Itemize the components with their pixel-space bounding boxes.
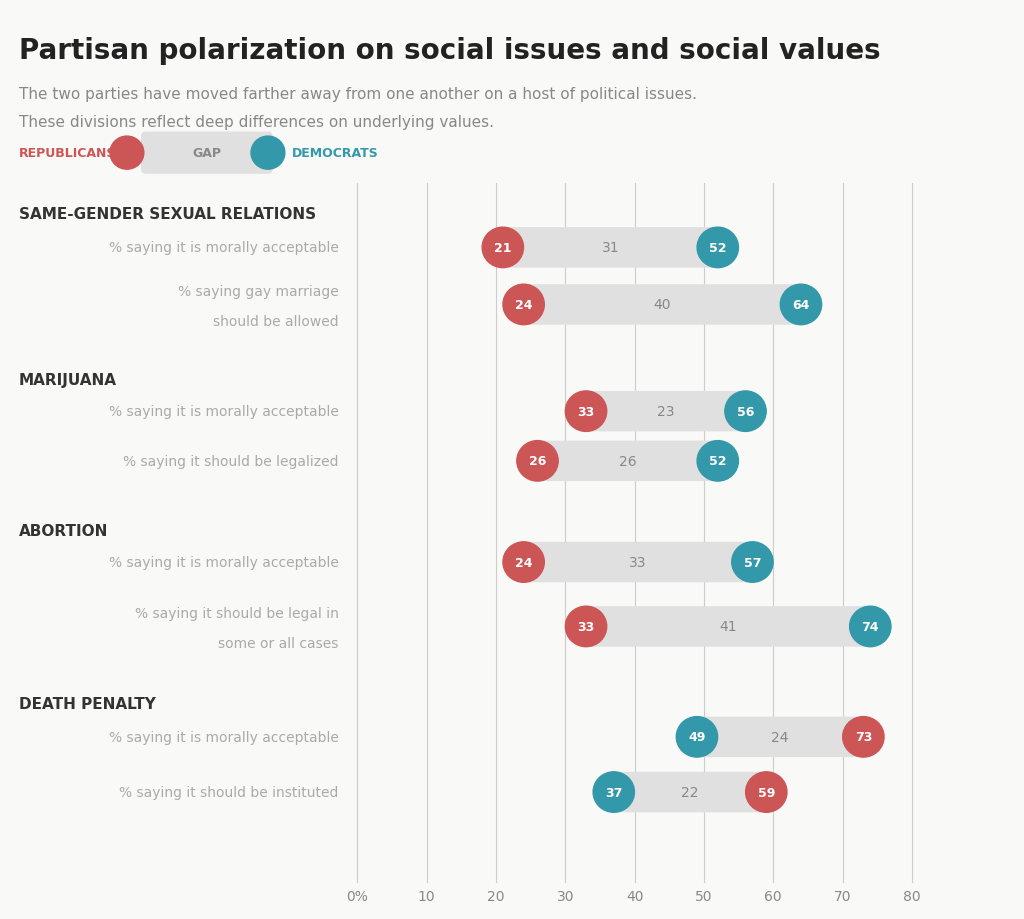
Text: 21: 21 xyxy=(495,242,512,255)
FancyBboxPatch shape xyxy=(496,228,725,268)
FancyBboxPatch shape xyxy=(141,132,272,175)
Text: 41: 41 xyxy=(719,619,737,634)
Text: MARIJUANA: MARIJUANA xyxy=(18,372,117,387)
Text: SAME-GENDER SEXUAL RELATIONS: SAME-GENDER SEXUAL RELATIONS xyxy=(18,207,316,221)
Text: DEMOCRATS: DEMOCRATS xyxy=(292,147,378,160)
Text: ABORTION: ABORTION xyxy=(18,524,109,539)
Text: 74: 74 xyxy=(861,620,879,633)
Text: 49: 49 xyxy=(688,731,706,743)
Text: 73: 73 xyxy=(855,731,872,743)
Circle shape xyxy=(850,607,891,647)
Text: % saying it should be legalized: % saying it should be legalized xyxy=(123,454,339,469)
Text: % saying it should be instituted: % saying it should be instituted xyxy=(119,785,339,800)
Text: 33: 33 xyxy=(578,620,595,633)
Circle shape xyxy=(503,285,545,325)
Circle shape xyxy=(843,717,884,757)
Text: 56: 56 xyxy=(737,405,755,418)
Circle shape xyxy=(697,228,738,268)
FancyBboxPatch shape xyxy=(516,542,760,583)
Text: The two parties have moved farther away from one another on a host of political : The two parties have moved farther away … xyxy=(18,87,696,102)
Circle shape xyxy=(676,717,718,757)
Text: 40: 40 xyxy=(626,889,643,903)
Circle shape xyxy=(593,772,635,812)
Text: 80: 80 xyxy=(903,889,921,903)
Text: Partisan polarization on social issues and social values: Partisan polarization on social issues a… xyxy=(18,37,881,64)
Text: % saying it should be legal in: % saying it should be legal in xyxy=(134,606,339,620)
Text: 59: 59 xyxy=(758,786,775,799)
Text: 31: 31 xyxy=(601,241,620,255)
Text: 24: 24 xyxy=(515,556,532,569)
Circle shape xyxy=(780,285,821,325)
Text: 26: 26 xyxy=(528,455,546,468)
Text: 20: 20 xyxy=(487,889,505,903)
Circle shape xyxy=(697,441,738,482)
Text: 33: 33 xyxy=(630,555,647,570)
Text: 37: 37 xyxy=(605,786,623,799)
FancyBboxPatch shape xyxy=(516,285,809,325)
Text: 64: 64 xyxy=(793,299,810,312)
Circle shape xyxy=(565,391,606,432)
Text: 30: 30 xyxy=(556,889,574,903)
FancyBboxPatch shape xyxy=(579,607,878,647)
Text: These divisions reflect deep differences on underlying values.: These divisions reflect deep differences… xyxy=(18,115,494,130)
Circle shape xyxy=(565,607,606,647)
FancyBboxPatch shape xyxy=(579,391,753,432)
Text: 52: 52 xyxy=(709,242,726,255)
Text: 24: 24 xyxy=(515,299,532,312)
Text: 33: 33 xyxy=(578,405,595,418)
Circle shape xyxy=(517,441,558,482)
Text: REPUBLICANS: REPUBLICANS xyxy=(18,147,116,160)
Circle shape xyxy=(251,137,285,170)
Circle shape xyxy=(503,542,545,583)
Text: some or all cases: some or all cases xyxy=(218,636,339,651)
FancyBboxPatch shape xyxy=(689,717,870,757)
Text: GAP: GAP xyxy=(193,147,221,160)
Circle shape xyxy=(725,391,766,432)
Text: 24: 24 xyxy=(771,730,788,744)
FancyBboxPatch shape xyxy=(606,772,774,812)
Circle shape xyxy=(732,542,773,583)
Circle shape xyxy=(482,228,523,268)
Text: 57: 57 xyxy=(743,556,761,569)
Text: 50: 50 xyxy=(695,889,713,903)
Text: 22: 22 xyxy=(681,785,698,800)
Circle shape xyxy=(745,772,787,812)
Text: % saying it is morally acceptable: % saying it is morally acceptable xyxy=(109,404,339,419)
Text: 60: 60 xyxy=(765,889,782,903)
Text: % saying gay marriage: % saying gay marriage xyxy=(178,284,339,299)
Text: % saying it is morally acceptable: % saying it is morally acceptable xyxy=(109,241,339,255)
Text: should be allowed: should be allowed xyxy=(213,314,339,329)
Text: DEATH PENALTY: DEATH PENALTY xyxy=(18,697,156,711)
Text: 10: 10 xyxy=(418,889,435,903)
Text: 70: 70 xyxy=(834,889,851,903)
Text: 40: 40 xyxy=(653,298,671,312)
Text: 52: 52 xyxy=(709,455,726,468)
Circle shape xyxy=(110,137,143,170)
Text: 23: 23 xyxy=(657,404,675,419)
Text: 26: 26 xyxy=(618,454,637,469)
Text: 0%: 0% xyxy=(346,889,369,903)
Text: % saying it is morally acceptable: % saying it is morally acceptable xyxy=(109,730,339,744)
FancyBboxPatch shape xyxy=(530,441,725,482)
Text: % saying it is morally acceptable: % saying it is morally acceptable xyxy=(109,555,339,570)
